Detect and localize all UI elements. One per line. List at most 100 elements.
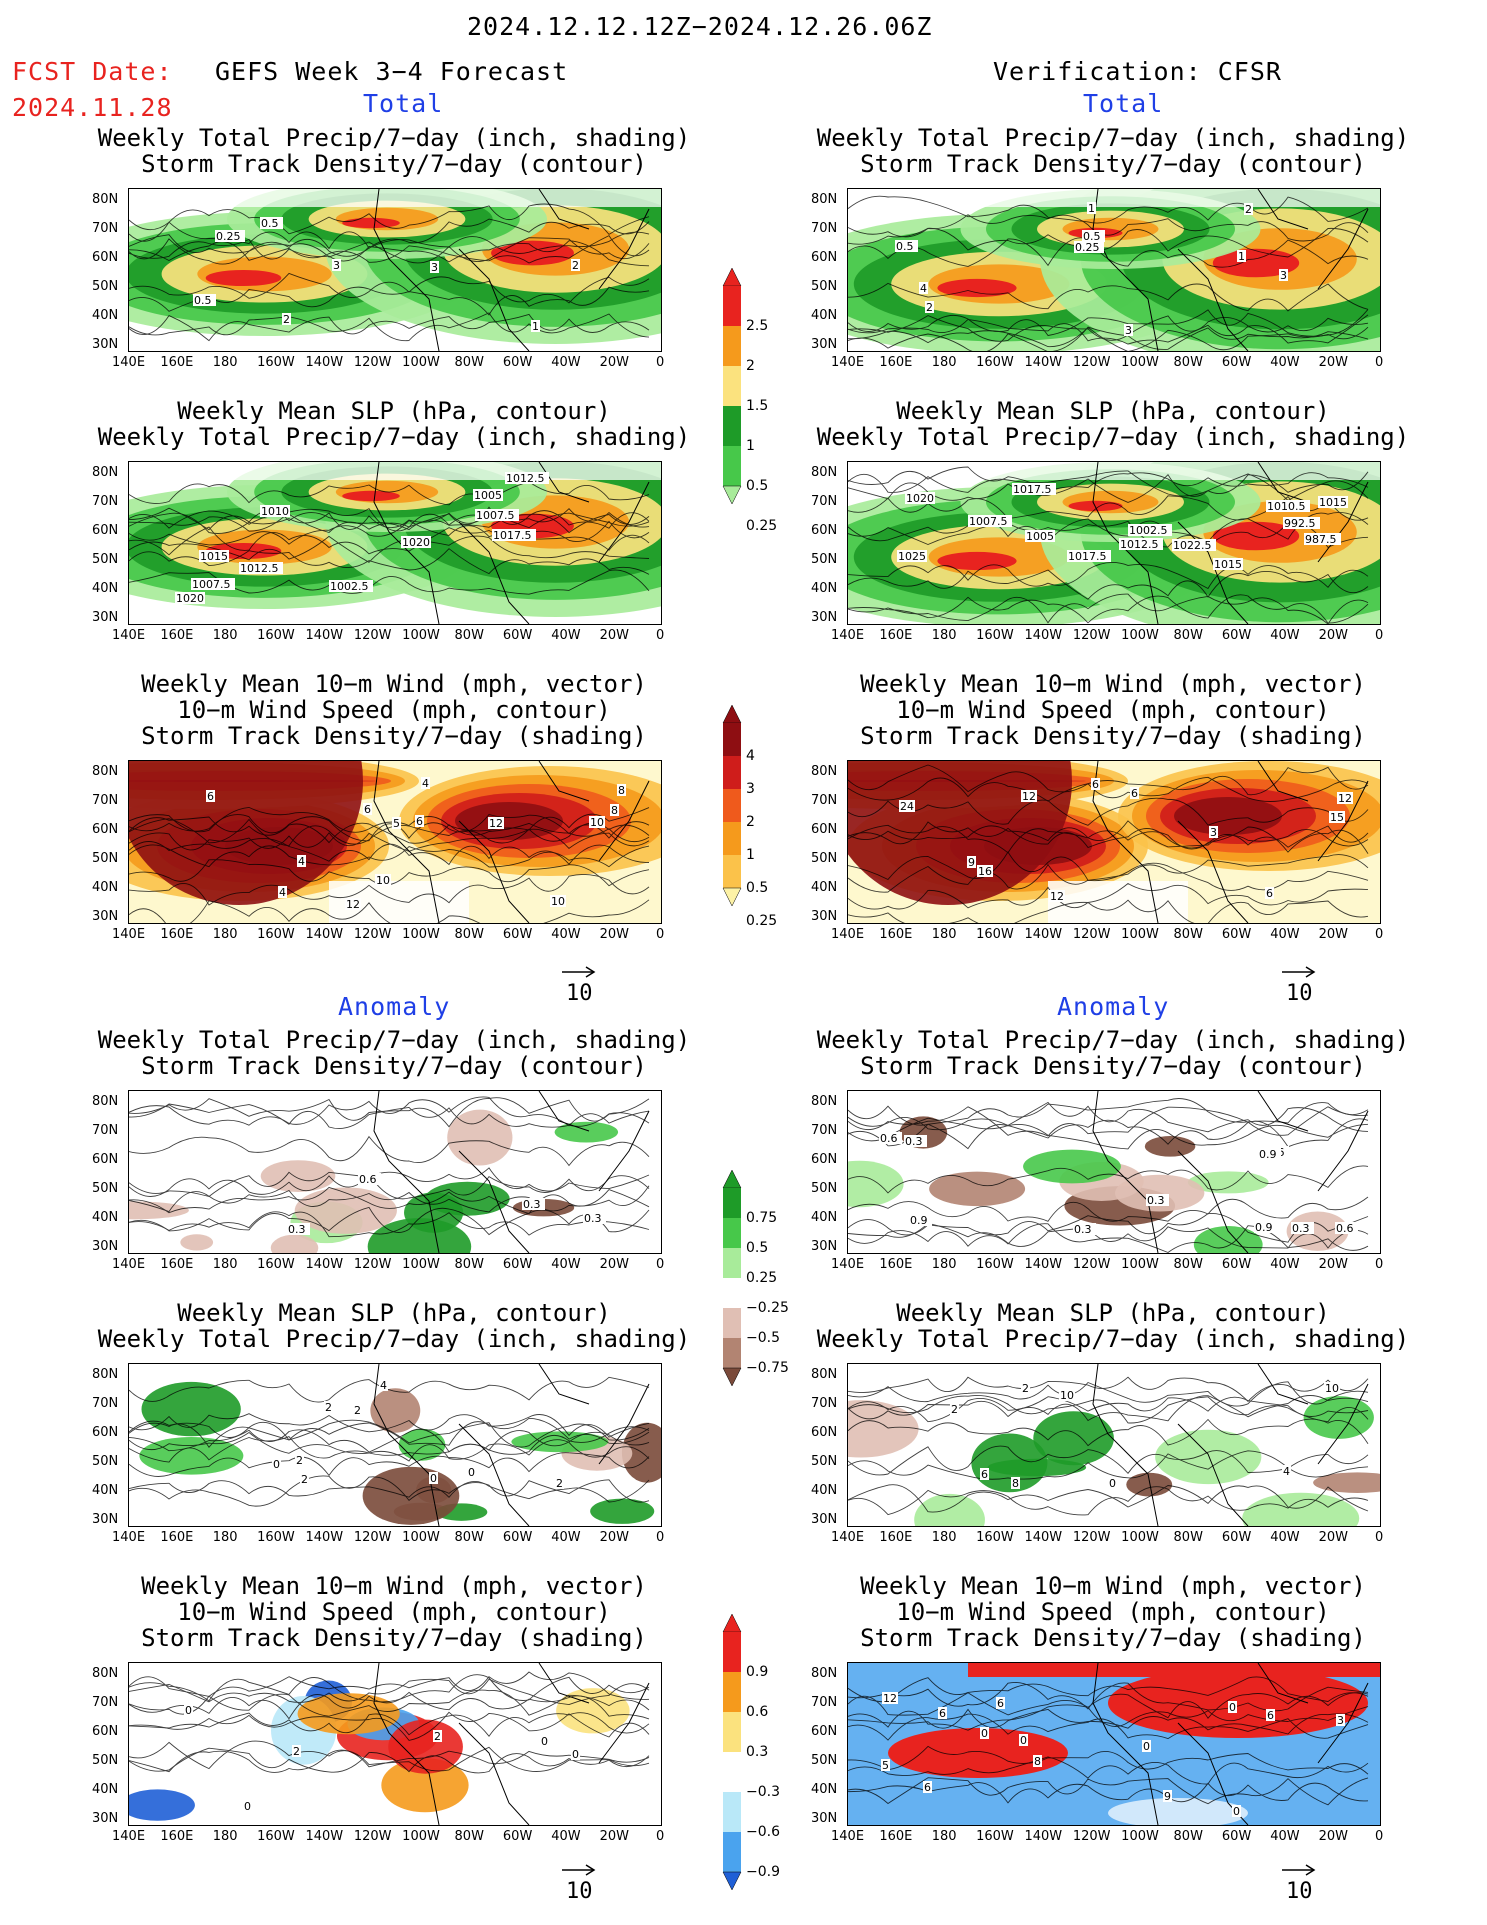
forecast-map: 0 2 0 0 2 0 (128, 1662, 662, 1826)
vector-ref-label: 10 (1286, 1879, 1313, 1904)
contour-label: 10 (590, 816, 604, 829)
contour-label: 2 (434, 1730, 441, 1743)
verification-map: 0.25 3 2 0.5 4 0.5 1 1 3 2 (847, 188, 1381, 352)
contour-label: 6 (1267, 1709, 1274, 1722)
lon-tick-label: 160E (879, 927, 913, 942)
contour-label: 4 (422, 777, 429, 790)
panel-title: Weekly Total Precip/7−day (inch, shading… (97, 1026, 691, 1054)
panel-title: Weekly Mean 10−m Wind (mph, vector) (860, 1572, 1366, 1600)
contour-label: 1017.5 (493, 529, 532, 542)
colorbar-label: −0.6 (746, 1824, 780, 1840)
panel-title: Weekly Total Precip/7−day (inch, shading… (816, 124, 1410, 152)
lat-tick-label: 30N (92, 1239, 119, 1254)
vector-ref-arrow-icon (562, 1864, 596, 1876)
contour-label: 12 (1338, 792, 1352, 805)
contour-label: 2 (1022, 1382, 1029, 1395)
lon-tick-label: 140E (112, 628, 146, 643)
lat-tick-label: 30N (811, 337, 838, 352)
contour-label: 1012.5 (240, 562, 279, 575)
contour-label: 1007.5 (476, 509, 515, 522)
map-field: 0 6 2 10 4 10 8 2 (848, 1364, 1380, 1526)
lat-tick-label: 50N (92, 851, 119, 866)
contour-label: 10 (1325, 1382, 1339, 1395)
lon-tick-label: 100W (402, 1530, 440, 1545)
fcst-date-value: 2024.11.28 (12, 93, 173, 122)
lat-tick-label: 40N (811, 1210, 838, 1225)
lat-tick-label: 60N (811, 1152, 838, 1167)
lat-tick-label: 40N (811, 581, 838, 596)
lat-tick-label: 70N (92, 1396, 119, 1411)
lat-tick-label: 60N (92, 1425, 119, 1440)
contour-label: 1010.5 (1267, 500, 1306, 513)
lon-tick-label: 140W (305, 628, 344, 643)
lon-tick-label: 160W (976, 927, 1014, 942)
contour-label: 2 (301, 1473, 308, 1486)
contour-label: 1002.5 (1129, 524, 1168, 537)
colorbar-label: 0.5 (746, 478, 769, 494)
lat-tick-label: 60N (92, 250, 119, 265)
lat-tick-label: 60N (811, 1425, 838, 1440)
contour-label: 992.5 (1284, 517, 1316, 530)
lon-tick-label: 60W (502, 927, 533, 942)
lon-tick-label: 80W (1173, 1829, 1203, 1844)
contour-label: 0.3 (288, 1223, 306, 1236)
contour-label: 1 (1088, 202, 1095, 215)
contour-label: 0.5 (896, 240, 914, 253)
lon-tick-label: 160E (160, 1257, 194, 1272)
lat-tick-label: 70N (811, 793, 838, 808)
contour-label: 1015 (1214, 558, 1242, 571)
contour-label: 12 (1050, 890, 1064, 903)
verification-map: 0 6 2 10 4 10 8 2 (847, 1363, 1381, 1527)
contour-label: 0 (1020, 1734, 1027, 1747)
panel-title: Storm Track Density/7−day (contour) (141, 150, 647, 178)
lon-tick-label: 160E (879, 628, 913, 643)
contour-label: 2 (354, 1404, 361, 1417)
section-anomaly-right: Anomaly (1057, 992, 1170, 1021)
lat-tick-label: 30N (92, 337, 119, 352)
lat-tick-label: 60N (811, 822, 838, 837)
lon-tick-label: 100W (1121, 628, 1159, 643)
lat-tick-label: 80N (92, 764, 119, 779)
lon-tick-label: 0 (656, 628, 665, 643)
lat-tick-label: 60N (92, 1152, 119, 1167)
lon-tick-label: 180 (931, 355, 957, 370)
contour-label: 3 (1125, 324, 1132, 337)
lon-tick-label: 120W (1072, 355, 1111, 370)
lon-tick-label: 140E (831, 1829, 865, 1844)
lon-tick-label: 100W (1121, 1530, 1159, 1545)
lat-tick-label: 40N (92, 308, 119, 323)
lon-tick-label: 100W (402, 1257, 440, 1272)
vector-reference-4: 10 (1280, 1858, 1320, 1904)
colorbar-label: 0.6 (746, 1704, 769, 1720)
lat-tick-label: 50N (811, 1753, 838, 1768)
panel-title: Weekly Total Precip/7−day (inch, shading… (816, 1026, 1410, 1054)
lon-tick-label: 80W (1173, 355, 1203, 370)
contour-label: 6 (997, 1697, 1004, 1710)
lon-tick-label: 180 (212, 1829, 238, 1844)
contour-label: 10 (1060, 1389, 1074, 1402)
panel-title: 10−m Wind Speed (mph, contour) (896, 1598, 1330, 1626)
lon-tick-label: 60W (502, 1257, 533, 1272)
lon-tick-label: 20W (599, 628, 630, 643)
panel-title: Weekly Mean 10−m Wind (mph, vector) (141, 1572, 647, 1600)
colorbar-label: 2 (746, 358, 755, 374)
lon-tick-label: 0 (1375, 1530, 1384, 1545)
lat-tick-label: 40N (811, 880, 838, 895)
lon-tick-label: 80W (1173, 628, 1203, 643)
lon-tick-label: 40W (1270, 927, 1300, 942)
colorbar-label: 0.5 (746, 1240, 769, 1256)
lon-tick-label: 140E (112, 1829, 146, 1844)
lon-tick-label: 140E (831, 628, 865, 643)
lon-tick-label: 120W (353, 927, 392, 942)
lon-tick-label: 60W (502, 355, 533, 370)
lon-tick-label: 40W (551, 1829, 581, 1844)
contour-label: 0 (1233, 1805, 1240, 1818)
lat-tick-label: 30N (92, 1512, 119, 1527)
contour-label: 9 (968, 856, 975, 869)
lon-tick-label: 160W (976, 355, 1014, 370)
lat-tick-label: 40N (92, 880, 119, 895)
panel-title: Weekly Total Precip/7−day (inch, shading… (97, 1325, 691, 1353)
contour-label: 6 (207, 790, 214, 803)
colorbar-storm_total (722, 704, 742, 914)
lat-tick-label: 80N (811, 192, 838, 207)
